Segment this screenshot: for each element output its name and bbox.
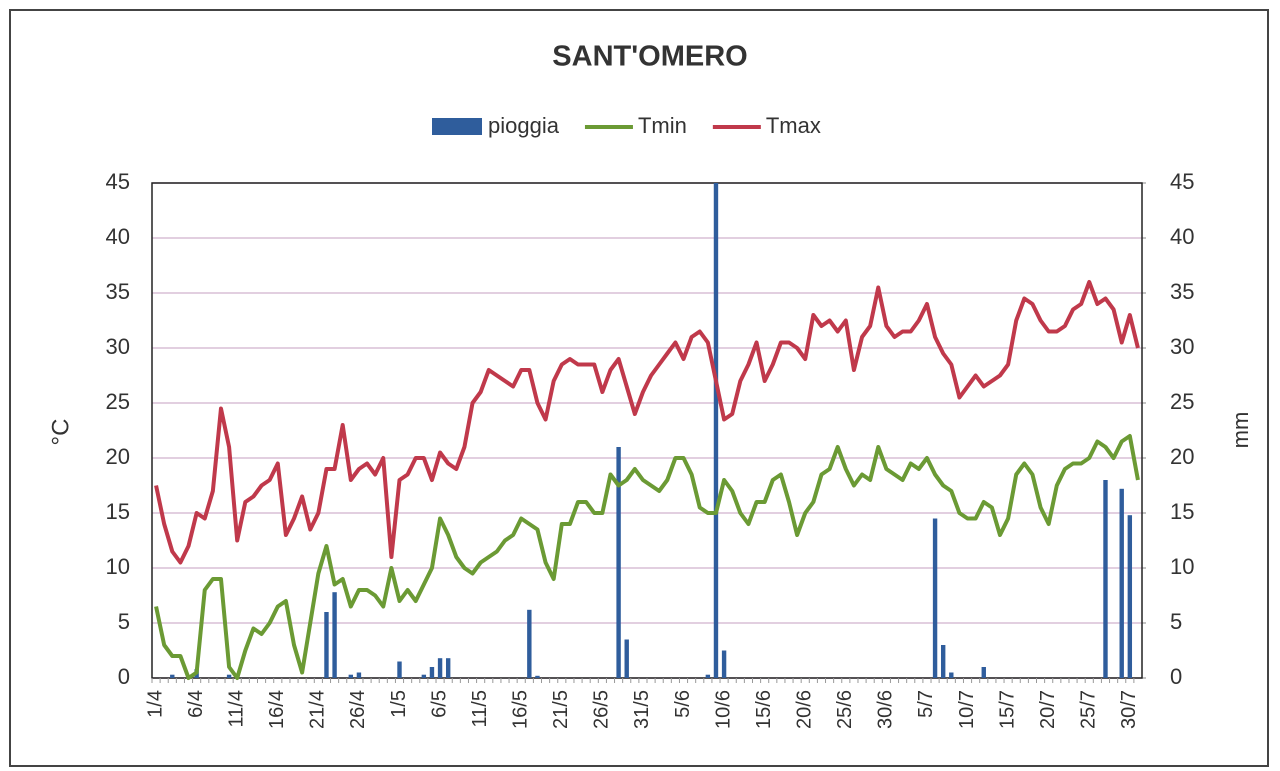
y-tick-label: 0 [118, 664, 130, 689]
y2-axis-title: mm [1228, 412, 1253, 449]
bar [170, 674, 175, 678]
x-tick-label: 31/5 [631, 690, 653, 729]
x-tick-label: 25/6 [834, 690, 856, 729]
x-tick-label: 5/6 [672, 690, 694, 718]
y-tick-label: 25 [106, 389, 130, 414]
y2-tick-label: 5 [1170, 609, 1182, 634]
bar [949, 672, 954, 678]
bar [940, 645, 946, 678]
y-tick-label: 10 [106, 554, 130, 579]
bar [624, 639, 629, 678]
y2-tick-label: 10 [1170, 554, 1194, 579]
x-tick-label: 30/7 [1118, 690, 1140, 729]
legend-swatch [432, 118, 482, 135]
bar [348, 674, 354, 678]
y2-tick-label: 45 [1170, 169, 1194, 194]
x-tick-label: 16/5 [510, 690, 532, 729]
bar [1103, 480, 1108, 678]
y2-tick-label: 25 [1170, 389, 1194, 414]
bar [332, 592, 337, 678]
y2-tick-label: 40 [1170, 224, 1194, 249]
x-tick-label: 15/7 [996, 690, 1018, 729]
x-tick-label: 10/6 [712, 690, 734, 729]
bar [721, 650, 727, 678]
line [154, 280, 1140, 565]
chart-frame [9, 9, 1269, 767]
y-tick-label: 35 [106, 279, 130, 304]
x-tick-label: 11/4 [225, 690, 247, 727]
bar [429, 667, 435, 678]
bar [981, 667, 986, 678]
bar [1119, 488, 1124, 678]
x-tick-label: 6/4 [185, 690, 207, 718]
bar [705, 674, 711, 678]
bar [932, 518, 938, 678]
x-tick-label: 21/4 [307, 690, 329, 729]
y2-tick-label: 30 [1170, 334, 1194, 359]
legend-label: Tmin [638, 113, 687, 138]
x-tick-label: 10/7 [956, 690, 978, 729]
bar [527, 609, 532, 678]
x-tick-label: 20/7 [1037, 690, 1059, 729]
bar [616, 447, 621, 678]
y2-tick-label: 20 [1170, 444, 1194, 469]
bar [437, 658, 443, 678]
bar [226, 674, 232, 678]
legend-label: Tmax [766, 113, 821, 138]
chart-title: SANT'OMERO [552, 41, 747, 73]
bar [356, 672, 362, 678]
bar [713, 183, 719, 678]
x-tick-label: 25/7 [1078, 690, 1100, 729]
bar [535, 675, 540, 678]
x-tick-label: 30/6 [875, 690, 897, 729]
x-tick-label: 1/4 [144, 690, 166, 718]
x-tick-label: 1/5 [388, 690, 410, 718]
bar [445, 658, 451, 678]
line [154, 434, 1140, 680]
y-tick-label: 40 [106, 224, 130, 249]
x-tick-label: 5/7 [915, 690, 937, 718]
y2-tick-label: 15 [1170, 499, 1194, 524]
x-tick-label: 6/5 [428, 690, 450, 718]
x-tick-label: 15/6 [753, 690, 775, 729]
x-tick-label: 26/4 [347, 690, 369, 729]
x-tick-label: 11/5 [469, 690, 491, 727]
y-tick-label: 15 [106, 499, 130, 524]
y2-tick-label: 35 [1170, 279, 1194, 304]
x-tick-label: 16/4 [266, 690, 288, 729]
x-tick-label: 21/5 [550, 690, 572, 729]
bar [421, 674, 427, 678]
y2-tick-label: 0 [1170, 664, 1182, 689]
y-tick-label: 45 [106, 169, 130, 194]
y-axis-title: °C [47, 419, 74, 446]
y-tick-label: 5 [118, 609, 130, 634]
bar [324, 612, 329, 678]
x-tick-label: 20/6 [794, 690, 816, 729]
bar [397, 661, 402, 678]
y-tick-label: 30 [106, 334, 130, 359]
bar [1127, 515, 1133, 678]
x-tick-label: 26/5 [591, 690, 613, 729]
legend-label: pioggia [488, 113, 560, 138]
y-tick-label: 20 [106, 444, 130, 469]
